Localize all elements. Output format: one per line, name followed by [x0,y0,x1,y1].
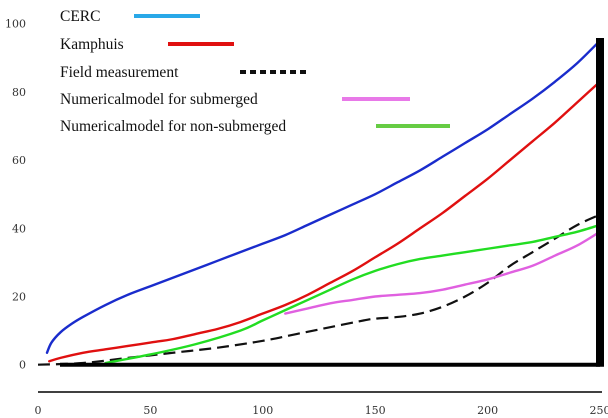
y-tick-label: 60 [12,154,26,167]
legend-label: CERC [60,8,100,25]
x-tick-label: 100 [252,404,273,417]
y-tick-label: 20 [12,291,26,304]
series-line [104,223,602,365]
series-line [48,80,602,363]
x-tick-label: 150 [365,404,386,417]
x-tick-label: 0 [35,404,42,417]
series-line [284,230,602,315]
x-tick-label: 200 [477,404,498,417]
legend: CERC Kamphuis Field measurement Numericalmo… [60,8,450,135]
plot-area [37,39,602,366]
axes: 0 50 100 150 200 250 0 20 40 60 80 100 [5,18,608,417]
legend-label: Field measurement [60,64,179,81]
legend-label: Numericalmodel for non-submerged [60,118,286,135]
legend-label: Kamphuis [60,36,124,53]
x-tick-label: 250 [590,404,608,417]
series-line [37,213,601,366]
x-tick-label: 50 [143,404,157,417]
series-line [45,39,602,354]
y-tick-label: 100 [5,18,26,31]
y-tick-label: 40 [12,222,26,235]
y-tick-label: 80 [12,86,26,99]
legend-label: Numericalmodel for submerged [60,91,258,108]
y-tick-label: 0 [19,359,26,372]
